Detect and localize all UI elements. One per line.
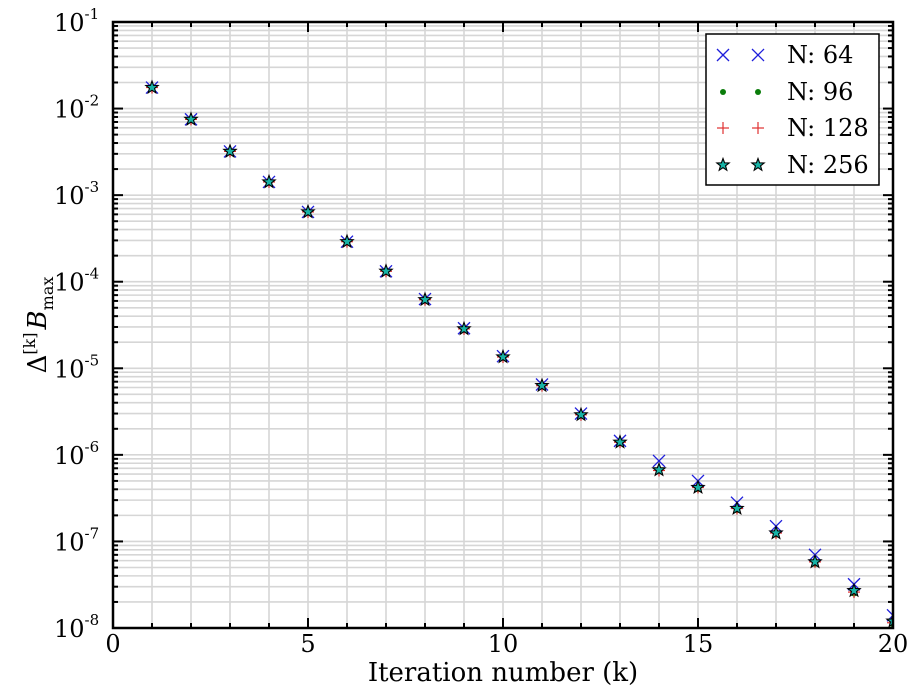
legend-marker-plus	[717, 122, 729, 134]
data-point-star	[300, 203, 316, 219]
y-axis-title-subscript: max	[38, 277, 57, 311]
tick-labels: 0 5 10 15 20 10-8 10-7 10-6 10-5 10-4 10-3 10-2 10-1	[54, 5, 908, 658]
y-axis-title-prefix: Δ	[23, 355, 53, 374]
data-point-star	[768, 524, 784, 540]
x-axis-title: Iteration number (k)	[368, 658, 638, 688]
legend-marker-dot	[755, 89, 761, 95]
grid	[113, 22, 893, 628]
legend-markers	[715, 48, 766, 172]
data-point-star	[456, 320, 472, 336]
y-tick-label: 10-6	[54, 438, 99, 470]
x-tick-label: 20	[878, 630, 909, 658]
legend-marker-star	[715, 156, 731, 172]
y-tick-label: 10-4	[54, 265, 99, 297]
data-point-star	[183, 111, 199, 126]
legend-marker-dot	[720, 89, 726, 95]
data-point-star	[495, 348, 511, 364]
x-tick-label: 15	[683, 630, 714, 658]
y-axis-title-superscript: [k]	[20, 332, 39, 354]
data-point-x	[652, 454, 666, 468]
legend-label-n256: N: 256	[787, 151, 869, 179]
legend-label-n128: N: 128	[787, 114, 869, 142]
data-point-star	[885, 613, 893, 628]
data-point-star	[573, 406, 589, 422]
y-tick-label: 10-8	[54, 611, 99, 643]
y-tick-label: 10-5	[54, 351, 99, 383]
data-point-star	[261, 173, 277, 189]
data-point-star	[807, 553, 823, 569]
data-point-star	[612, 434, 628, 449]
x-tick-label: 5	[300, 630, 315, 658]
data-point-plus	[887, 616, 893, 628]
legend-marker-plus	[752, 122, 764, 134]
plot-frame	[111, 20, 895, 630]
legend-label-n64: N: 64	[787, 41, 853, 69]
data-point-star	[690, 479, 706, 495]
data-point-star	[729, 500, 745, 516]
data-markers	[144, 79, 893, 628]
y-tick-label: 10-2	[54, 92, 99, 124]
legend-marker-star	[750, 156, 766, 172]
data-point-star	[339, 233, 355, 249]
legend: N: 64 N: 96 N: 128 N: 256	[705, 33, 880, 186]
legend-marker-x	[751, 48, 765, 62]
data-point-star	[417, 291, 433, 307]
y-tick-label: 10-1	[54, 5, 99, 37]
x-tick-label: 10	[488, 630, 519, 658]
data-point-star	[651, 461, 667, 477]
data-point-star	[378, 263, 394, 278]
legend-frame	[705, 33, 880, 186]
x-tick-label: 0	[105, 630, 120, 658]
svg-text:Δ[k]Bmax: Δ[k] Bmax	[20, 277, 57, 374]
y-axis-title: Δ[k] Bmax	[20, 277, 57, 374]
y-tick-label: 10-7	[54, 524, 99, 556]
data-point-star	[222, 143, 238, 158]
data-point-star	[846, 582, 862, 598]
legend-marker-x	[716, 48, 730, 62]
y-axis-title-main: B	[23, 310, 53, 330]
data-point-star	[144, 79, 160, 95]
legend-label-n96: N: 96	[787, 78, 853, 106]
y-tick-label: 10-3	[54, 178, 99, 210]
data-point-star	[534, 377, 550, 393]
